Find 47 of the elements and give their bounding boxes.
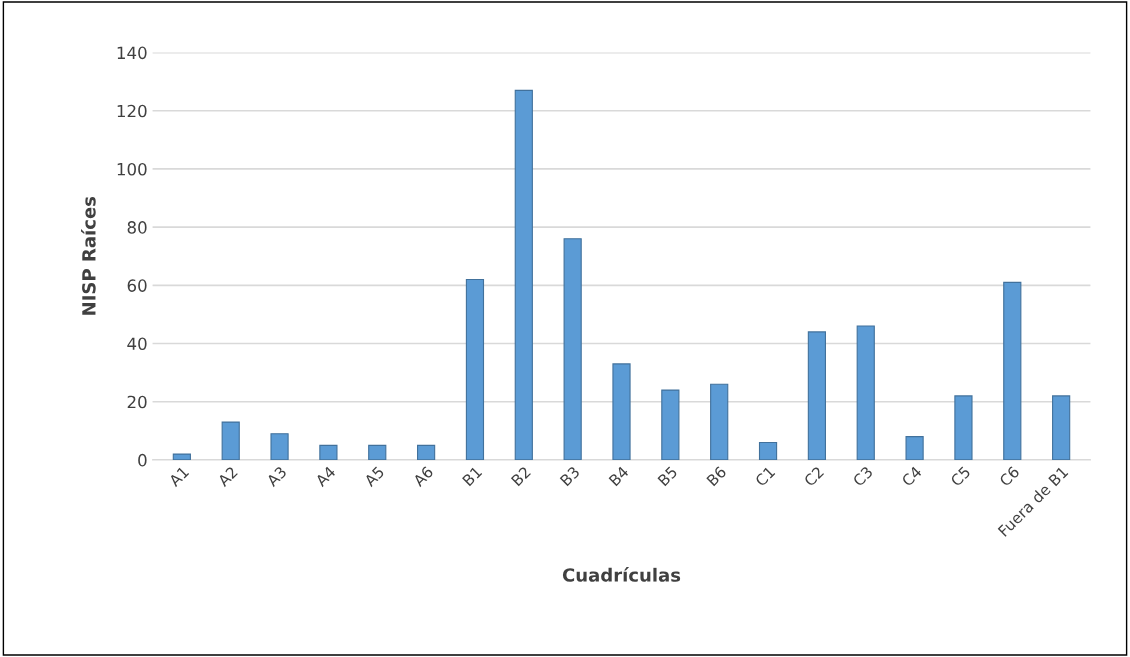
x-tick-label: C6	[998, 465, 1020, 487]
x-tick-label: C5	[949, 465, 971, 487]
x-tick-label: B6	[706, 465, 727, 487]
y-axis-title: NISP Raíces	[81, 196, 96, 315]
x-tick-label: A1	[168, 466, 190, 488]
y-tick-label: 40	[127, 337, 147, 351]
x-tick-label: B3	[559, 465, 581, 487]
bar	[465, 278, 485, 460]
x-tick-label: B4	[608, 465, 630, 487]
bar	[905, 436, 924, 460]
x-tick-label: A4	[314, 465, 337, 488]
bar	[563, 238, 582, 460]
bar	[368, 444, 387, 460]
bar	[1052, 395, 1071, 460]
bar	[319, 444, 338, 460]
x-tick-label: A6	[412, 465, 434, 488]
bar	[221, 421, 240, 460]
x-tick-label: B1	[462, 466, 483, 487]
bar	[807, 331, 826, 460]
bar	[417, 444, 436, 460]
bar	[1003, 281, 1022, 460]
y-tick-label: 140	[117, 46, 147, 60]
x-tick-label: B5	[657, 466, 678, 487]
bar	[514, 89, 533, 460]
x-axis-title: Cuadrículas	[562, 567, 681, 582]
y-tick-label: 100	[117, 162, 147, 176]
x-tick-label: C2	[803, 466, 825, 487]
y-tick-label: 80	[127, 221, 147, 234]
x-tick-label: C4	[900, 465, 923, 487]
bar	[661, 389, 680, 460]
x-tick-label: C3	[852, 465, 874, 487]
bar	[856, 325, 875, 460]
y-tick-label: 60	[127, 279, 147, 292]
bar	[270, 433, 289, 460]
y-tick-label: 120	[117, 104, 147, 118]
x-tick-label: C1	[754, 465, 776, 487]
y-tick-label: 20	[127, 395, 147, 409]
x-tick-label: A2	[216, 466, 238, 488]
y-tick-label: 0	[138, 453, 147, 467]
bar	[758, 441, 778, 460]
bar	[172, 453, 191, 460]
x-tick-label: A3	[265, 465, 288, 488]
bar	[954, 395, 973, 460]
x-tick-label: A5	[363, 466, 385, 488]
x-tick-label: B2	[510, 466, 531, 487]
bar	[612, 363, 631, 460]
bar	[710, 383, 729, 460]
